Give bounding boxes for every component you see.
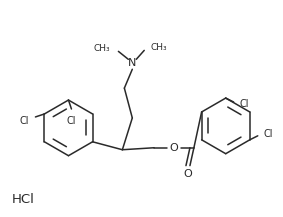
Text: CH₃: CH₃ bbox=[150, 43, 167, 52]
Text: Cl: Cl bbox=[20, 116, 29, 126]
Text: Cl: Cl bbox=[264, 129, 273, 139]
Text: Cl: Cl bbox=[240, 99, 249, 109]
Text: CH₃: CH₃ bbox=[94, 44, 110, 53]
Text: N: N bbox=[128, 58, 136, 68]
Text: O: O bbox=[170, 143, 178, 153]
Text: HCl: HCl bbox=[11, 193, 34, 206]
Text: Cl: Cl bbox=[67, 116, 76, 126]
Text: O: O bbox=[184, 169, 192, 179]
